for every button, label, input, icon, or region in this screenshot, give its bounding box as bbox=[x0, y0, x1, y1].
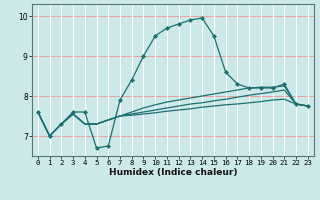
X-axis label: Humidex (Indice chaleur): Humidex (Indice chaleur) bbox=[108, 168, 237, 177]
